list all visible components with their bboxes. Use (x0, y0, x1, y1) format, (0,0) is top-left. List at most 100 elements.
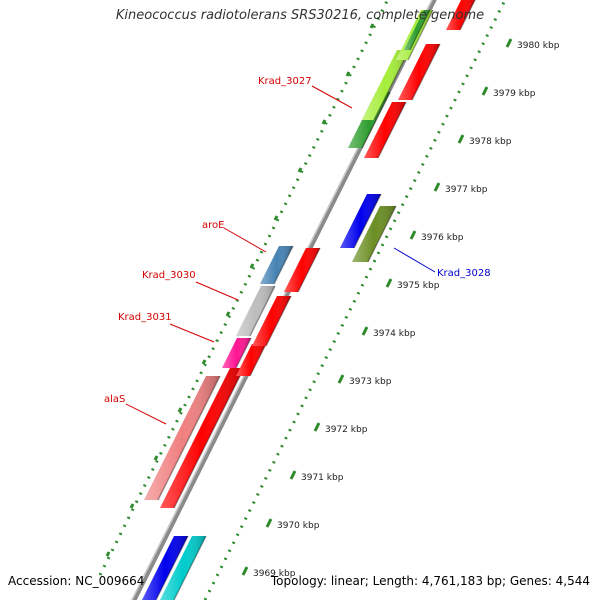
gene-cyan-bottom-shade (160, 536, 206, 600)
gene-label-Krad_3027: Krad_3027 (258, 76, 312, 87)
left-track-tick (105, 551, 111, 557)
gene-Krad_3031-shade (222, 338, 251, 368)
kbp-tick-label: 3978 kbp (469, 137, 512, 147)
kbp-tick-label: 3974 kbp (373, 329, 416, 339)
gene-blue-3028 (340, 193, 382, 249)
gene-Krad_3030 (236, 285, 276, 337)
callout-line-Krad_3031 (169, 323, 215, 343)
left-track-tick (321, 119, 327, 125)
kbp-tick-label: 3980 kbp (517, 41, 560, 51)
kbp-tick-label: 3973 kbp (349, 377, 392, 387)
kbp-tick-mark (409, 230, 417, 240)
gene-Krad_3028-edge (367, 205, 397, 263)
cds-red-3030 (252, 295, 292, 347)
gene-blue-3028-shade (340, 194, 381, 248)
cds-red-top (398, 43, 441, 101)
left-dotted-track (98, 0, 390, 576)
gene-blue-3028-edge (353, 193, 382, 249)
left-track-tick (273, 215, 279, 221)
callout-line-Krad_3030 (195, 281, 239, 301)
cds-red-alaS-edge (173, 367, 245, 509)
gene-Krad_3027-b-shade (362, 50, 409, 120)
gene-Krad_3031-edge (235, 337, 252, 369)
gene-aroE-shade (260, 246, 293, 284)
cds-red-3027 (364, 101, 407, 159)
left-track-tick (201, 359, 207, 365)
kbp-tick-mark (361, 326, 369, 336)
left-track-tick (177, 407, 183, 413)
gene-alaS (144, 375, 221, 501)
left-track-tick (129, 503, 135, 509)
kbp-tick-mark (241, 566, 249, 576)
left-track-tick (225, 311, 231, 317)
left-track-tick (297, 167, 303, 173)
callout-line-aroE (223, 227, 267, 253)
cds-red-3031 (236, 343, 267, 377)
kbp-tick-mark (481, 86, 489, 96)
cds-red-3031-edge (249, 343, 267, 377)
cds-red-top2-edge (459, 0, 476, 31)
gene-blue-bottom (142, 535, 189, 600)
map-title: Kineococcus radiotolerans SRS30216, comp… (115, 8, 485, 23)
gene-Krad_3027-a-edge (361, 91, 391, 149)
gene-alaS-edge (157, 375, 221, 501)
callout-line-Krad_3028 (393, 247, 436, 273)
gene-label-aroE: aroE (202, 220, 224, 231)
kbp-tick-mark (385, 278, 393, 288)
left-track-tick (369, 23, 375, 29)
gene-top-green (404, 9, 431, 51)
cds-red-top2 (446, 0, 476, 31)
left-track-tick (249, 263, 255, 269)
gene-aroE-edge (273, 245, 294, 285)
gene-aroE (260, 245, 294, 285)
kbp-tick-label: 3977 kbp (445, 185, 488, 195)
cds-red-aroE-shade (284, 248, 320, 292)
cds-red-3031-shade (236, 344, 266, 376)
kbp-tick-label: 3971 kbp (301, 473, 344, 483)
kbp-tick-label: 3975 kbp (397, 281, 440, 291)
gene-top-lime-edge (407, 9, 434, 61)
cds-red-3030-shade (252, 296, 291, 346)
cds-red-top-edge (411, 43, 441, 101)
kbp-tick-label: 3976 kbp (421, 233, 464, 243)
kbp-tick-label: 3979 kbp (493, 89, 536, 99)
kbp-tick-label: 3970 kbp (277, 521, 320, 531)
gene-top-green-edge (409, 9, 431, 51)
left-track-tick (345, 71, 351, 77)
kbp-tick-label: 3972 kbp (325, 425, 368, 435)
cds-red-aroE-edge (297, 247, 321, 293)
kbp-tick-mark (337, 374, 345, 384)
right-dotted-track (203, 0, 507, 600)
gene-Krad_3028 (352, 205, 397, 263)
cds-red-alaS (160, 367, 245, 509)
genome-summary: Topology: linear; Length: 4,761,183 bp; … (270, 574, 590, 588)
kbp-tick-mark (289, 470, 297, 480)
gene-label-Krad_3028: Krad_3028 (437, 268, 491, 279)
cds-red-3030-edge (265, 295, 292, 347)
gene-cyan-bottom (160, 535, 207, 600)
gene-label-Krad_3031: Krad_3031 (118, 312, 172, 323)
gene-alaS-shade (144, 376, 220, 500)
cds-red-top2-shade (446, 0, 475, 30)
left-track-tick (153, 455, 159, 461)
gene-top-green-shade (404, 10, 430, 50)
callout-line-alaS (125, 403, 167, 425)
callout-line-Krad_3027 (311, 85, 353, 109)
gene-label-Krad_3030: Krad_3030 (142, 270, 196, 281)
kbp-tick-mark (313, 422, 321, 432)
cds-red-top-shade (398, 44, 440, 100)
gene-cyan-bottom-edge (173, 535, 207, 600)
gene-Krad_3030-edge (249, 285, 276, 337)
cds-red-alaS-shade (160, 368, 244, 508)
accession-label: Accession: NC_009664 (8, 574, 145, 588)
gene-Krad_3028-shade (352, 206, 396, 262)
kbp-tick-mark (505, 38, 513, 48)
kbp-tick-mark (457, 134, 465, 144)
cds-red-3027-edge (377, 101, 407, 159)
gene-Krad_3030-shade (236, 286, 275, 336)
cds-red-3027-shade (364, 102, 406, 158)
gene-blue-bottom-shade (142, 536, 188, 600)
kbp-tick-mark (433, 182, 441, 192)
